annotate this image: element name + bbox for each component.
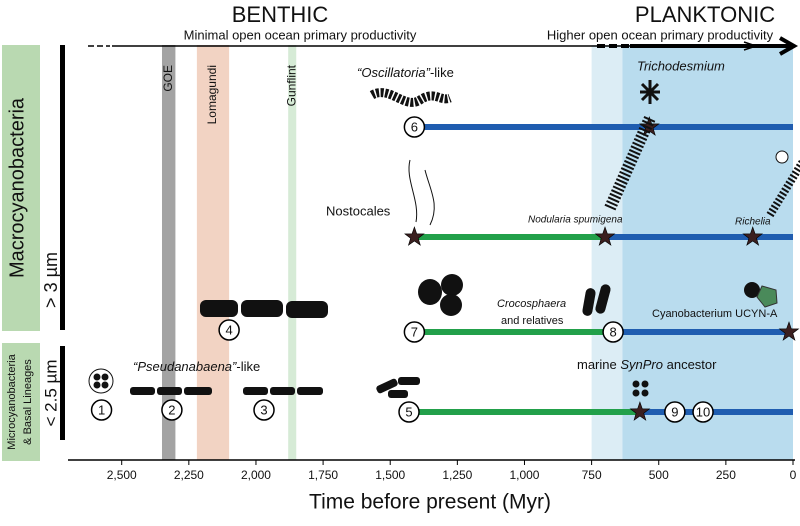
event-band — [161, 45, 176, 460]
taxon-label: marine SynPro ancestor — [577, 357, 717, 372]
node-label: 4 — [225, 322, 232, 337]
planktonic-zone — [622, 45, 793, 460]
node-circle — [90, 399, 113, 421]
arrow-head — [779, 36, 799, 56]
x-axis-title: Time before present (Myr) — [309, 491, 551, 514]
group-sublabel: > 3 µm — [41, 252, 61, 308]
divergence-star — [629, 401, 651, 421]
taxon-label: Nodularia spumigena — [528, 215, 623, 226]
taxon-label-part: -like — [430, 65, 454, 80]
heading: PLANKTONIC — [635, 2, 775, 27]
taxon-label-part: SynPro — [620, 357, 663, 372]
node-circle — [692, 401, 714, 423]
group-box — [2, 343, 40, 461]
x-tick-label: 2,250 — [174, 468, 204, 482]
event-label: GOE — [161, 65, 175, 92]
taxon-label: Trichodesmium — [637, 58, 725, 73]
divergence-star — [742, 226, 764, 246]
node-label: 5 — [405, 404, 412, 419]
event-band — [288, 45, 297, 460]
group-label: & Basal Lineages — [22, 359, 34, 445]
cell-drawings — [88, 80, 800, 398]
group-sublabel: < 2.5 µm — [41, 360, 60, 427]
divergence-star — [778, 321, 800, 341]
foreground-layer: 2,500 2,250 2,000 1,750 1,500 1,250 1,000 750 50… — [68, 116, 800, 482]
arrow-label: Minimal open ocean primary productivity — [184, 27, 417, 42]
x-tick-label: 2,500 — [107, 468, 137, 482]
node-label: 2 — [168, 402, 175, 417]
node-circle — [403, 116, 426, 138]
x-tick-label: 1,750 — [308, 468, 338, 482]
node-circle — [253, 399, 275, 421]
node-label: 7 — [411, 324, 418, 339]
x-tick-label: 500 — [649, 468, 669, 482]
node-circle — [664, 401, 686, 423]
heading: BENTHIC — [232, 2, 329, 27]
taxon-label: Richelia — [735, 217, 771, 228]
node-label: 9 — [671, 404, 678, 419]
taxon-label-part: “Oscillatoria” — [357, 65, 431, 80]
x-tick-label: 1,000 — [509, 468, 539, 482]
taxon-label-part: marine — [577, 357, 620, 372]
taxon-label-part: ancestor — [663, 357, 717, 372]
x-tick-label: 750 — [582, 468, 602, 482]
group-label: Microcyanobacteria — [6, 353, 18, 449]
group-label: Macrocyanobacteria — [6, 97, 28, 278]
taxon-label: “Pseudanabaena”-like — [133, 359, 260, 374]
divergence-star — [404, 226, 425, 246]
group-bar — [60, 346, 65, 440]
node-circle — [218, 319, 240, 341]
arrow-label: Higher open ocean primary productivity — [547, 27, 774, 42]
event-label: Lomagundi — [205, 65, 219, 124]
event-label: Gunflint — [284, 64, 298, 106]
x-tick-label: 0 — [790, 468, 797, 482]
node-circle — [398, 401, 420, 423]
taxon-label: and relatives — [501, 315, 564, 327]
divergence-star — [594, 226, 616, 246]
taxon-label: Crocosphaera — [497, 298, 566, 310]
taxon-label: “Oscillatoria”-like — [357, 65, 454, 80]
group-box — [2, 45, 40, 331]
node-label: 6 — [411, 119, 418, 134]
taxon-label: Cyanobacterium UCYN-A — [652, 308, 778, 320]
x-tick-label: 1,500 — [375, 468, 405, 482]
background-layer: GOE Lomagundi Gunflint — [161, 45, 793, 460]
x-tick-label: 1,250 — [442, 468, 472, 482]
node-circle — [602, 321, 624, 343]
node-label: 1 — [98, 402, 105, 417]
taxon-label: Nostocales — [326, 203, 391, 218]
node-label: 3 — [260, 402, 267, 417]
planktonic-zone — [591, 45, 623, 460]
group-bar — [60, 45, 65, 330]
taxon-label-part: -like — [236, 359, 260, 374]
taxon-label-part: “Pseudanabaena” — [133, 359, 237, 374]
x-tick-label: 250 — [716, 468, 736, 482]
node-circle — [403, 321, 426, 343]
x-tick-label: 2,000 — [241, 468, 271, 482]
node-label: 10 — [696, 404, 710, 419]
node-label: 8 — [609, 324, 616, 339]
node-circle — [161, 399, 183, 421]
